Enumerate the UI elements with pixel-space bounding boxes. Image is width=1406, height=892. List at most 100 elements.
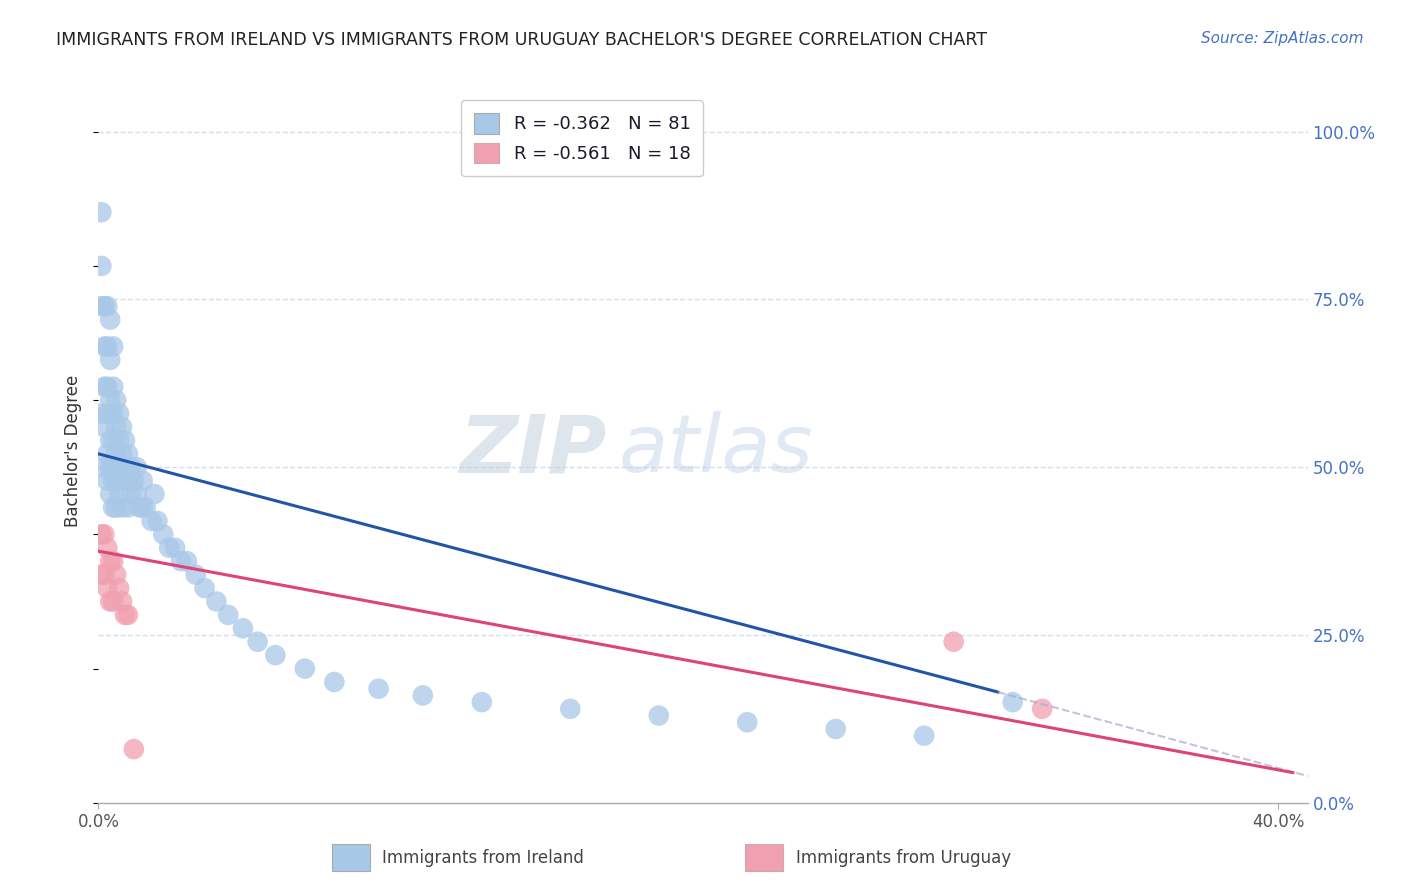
Text: Immigrants from Ireland: Immigrants from Ireland — [382, 848, 585, 866]
Point — [96, 541, 118, 555]
Point — [246, 634, 269, 648]
Point — [108, 434, 131, 448]
Point — [93, 567, 115, 582]
Point — [93, 460, 115, 475]
Point — [735, 715, 758, 730]
Point — [323, 675, 346, 690]
Point — [105, 447, 128, 461]
FancyBboxPatch shape — [745, 844, 783, 871]
Point — [96, 299, 118, 313]
Point — [114, 460, 136, 475]
Point — [117, 474, 139, 488]
Point — [90, 407, 112, 421]
Point — [101, 380, 124, 394]
Point — [194, 581, 217, 595]
Text: IMMIGRANTS FROM IRELAND VS IMMIGRANTS FROM URUGUAY BACHELOR'S DEGREE CORRELATION: IMMIGRANTS FROM IRELAND VS IMMIGRANTS FR… — [56, 31, 987, 49]
Point — [98, 594, 121, 608]
Point — [131, 500, 153, 515]
Point — [217, 607, 239, 622]
Point — [824, 722, 846, 736]
Legend: R = -0.362   N = 81, R = -0.561   N = 18: R = -0.362 N = 81, R = -0.561 N = 18 — [461, 100, 703, 176]
Point — [128, 500, 150, 515]
Point — [648, 708, 671, 723]
Point — [1001, 695, 1024, 709]
Point — [157, 541, 180, 555]
Point — [125, 487, 148, 501]
Text: Immigrants from Uruguay: Immigrants from Uruguay — [796, 848, 1011, 866]
Point — [101, 434, 124, 448]
Point — [942, 634, 965, 648]
Point — [184, 567, 207, 582]
Point — [108, 487, 131, 501]
Point — [101, 407, 124, 421]
Point — [114, 434, 136, 448]
Point — [98, 434, 121, 448]
Point — [90, 299, 112, 313]
Point — [93, 299, 115, 313]
Point — [101, 460, 124, 475]
Point — [232, 621, 254, 635]
Point — [1031, 702, 1053, 716]
Point — [101, 554, 124, 568]
Point — [111, 594, 134, 608]
Point — [152, 527, 174, 541]
Point — [105, 420, 128, 434]
Point — [143, 487, 166, 501]
Point — [93, 380, 115, 394]
Point — [117, 500, 139, 515]
Point — [912, 729, 935, 743]
Point — [96, 581, 118, 595]
Point — [125, 460, 148, 475]
Point — [105, 567, 128, 582]
Point — [96, 447, 118, 461]
Point — [93, 420, 115, 434]
Point — [117, 447, 139, 461]
Point — [264, 648, 287, 662]
Point — [205, 594, 228, 608]
Point — [90, 259, 112, 273]
Point — [146, 514, 169, 528]
Point — [101, 500, 124, 515]
Point — [90, 205, 112, 219]
Point — [96, 339, 118, 353]
Point — [101, 474, 124, 488]
Point — [120, 487, 142, 501]
Point — [294, 662, 316, 676]
Point — [98, 352, 121, 367]
Point — [111, 474, 134, 488]
Point — [165, 541, 187, 555]
Point — [111, 500, 134, 515]
Point — [96, 407, 118, 421]
Text: Source: ZipAtlas.com: Source: ZipAtlas.com — [1201, 31, 1364, 46]
Point — [117, 607, 139, 622]
Point — [93, 527, 115, 541]
Point — [98, 393, 121, 408]
Point — [471, 695, 494, 709]
Point — [135, 500, 157, 515]
Point — [90, 527, 112, 541]
Point — [131, 474, 153, 488]
Point — [170, 554, 193, 568]
Point — [98, 460, 121, 475]
Point — [560, 702, 582, 716]
Point — [98, 554, 121, 568]
Point — [412, 689, 434, 703]
Point — [105, 474, 128, 488]
Text: atlas: atlas — [619, 411, 813, 490]
Point — [96, 380, 118, 394]
Point — [105, 500, 128, 515]
Point — [108, 581, 131, 595]
Point — [108, 460, 131, 475]
Point — [105, 393, 128, 408]
Point — [96, 474, 118, 488]
Text: ZIP: ZIP — [458, 411, 606, 490]
Point — [141, 514, 163, 528]
Point — [108, 407, 131, 421]
Point — [122, 742, 145, 756]
Point — [98, 487, 121, 501]
Point — [90, 567, 112, 582]
Point — [114, 607, 136, 622]
Point — [101, 339, 124, 353]
Point — [98, 312, 121, 326]
Point — [176, 554, 198, 568]
